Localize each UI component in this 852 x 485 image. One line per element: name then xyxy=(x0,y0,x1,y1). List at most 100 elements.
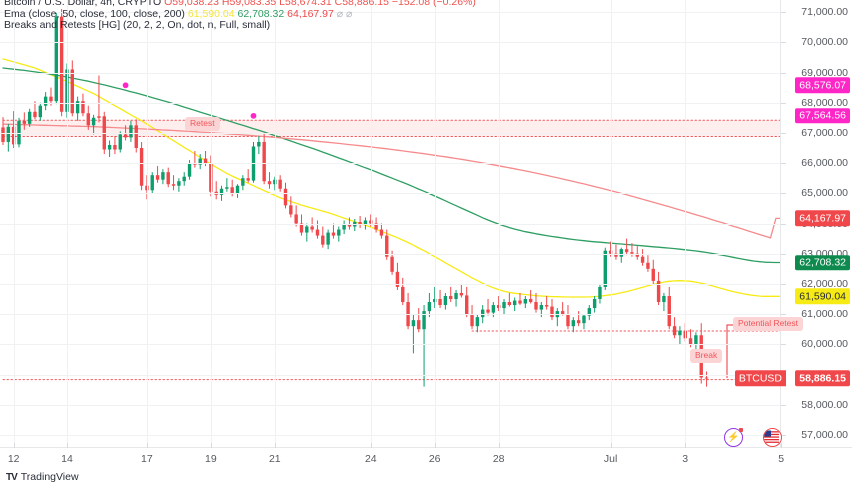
legend-indicator-title: Breaks and Retests [HG] (20, 2, 2, On, d… xyxy=(4,19,271,31)
candle-body xyxy=(571,320,576,327)
candle-body xyxy=(486,309,490,313)
candle-body xyxy=(619,249,623,257)
price-axis-tick xyxy=(781,42,786,44)
candle-body xyxy=(624,249,629,253)
candle-body xyxy=(129,125,133,138)
legend-ema-row[interactable]: Ema (close, 50, close, 100, close, 200) … xyxy=(4,7,476,21)
grid-line-horizontal xyxy=(0,344,780,346)
candle-body xyxy=(107,144,112,150)
candle-body xyxy=(481,309,485,318)
legend-indicator-row[interactable]: Breaks and Retests [HG] (20, 2, 2, On, d… xyxy=(4,19,476,32)
time-axis-tick xyxy=(434,443,436,448)
legend-high-value: 59,083.35 xyxy=(229,0,277,8)
legend-close-label: C xyxy=(334,0,343,8)
grid-line-horizontal xyxy=(0,314,780,316)
legend-open-label: O xyxy=(164,0,173,8)
candle-body xyxy=(203,158,208,164)
time-axis-tick xyxy=(498,443,500,448)
grid-line-horizontal xyxy=(0,404,780,406)
candle-body xyxy=(54,16,58,102)
candle-body xyxy=(198,158,202,165)
sparks-icon[interactable]: ⚡ xyxy=(724,428,743,447)
chart-annotation-potential-retest[interactable]: Potential Retest xyxy=(733,317,804,331)
candle-body xyxy=(550,306,554,318)
candle-body xyxy=(401,286,405,303)
candle-body xyxy=(267,181,272,185)
price-axis[interactable]: 71,000.00 70,000.00 69,000.00 68,000.00 67,0… xyxy=(780,0,852,447)
price-axis-tick xyxy=(781,314,786,316)
candle-body xyxy=(656,280,661,303)
candle-body xyxy=(113,144,117,150)
grid-line-horizontal xyxy=(0,223,780,225)
time-axis-tick xyxy=(13,443,15,448)
legend-ema-extra1: ⌀ xyxy=(336,7,344,20)
candle-body xyxy=(97,116,101,118)
candle-body xyxy=(443,295,448,306)
price-axis-label: 70,000.00 xyxy=(801,36,848,49)
candle-body xyxy=(59,16,64,112)
candle-body xyxy=(502,302,506,309)
price-axis-tick xyxy=(781,72,786,74)
candle-body xyxy=(182,176,186,182)
candle-body xyxy=(694,335,698,345)
price-badge-yellow[interactable]: 61,590.04 xyxy=(795,288,850,305)
price-axis-tick xyxy=(781,253,786,255)
price-axis-label: 71,000.00 xyxy=(801,6,848,19)
price-axis-tick xyxy=(781,132,786,134)
candle-body xyxy=(667,295,671,327)
candle-body xyxy=(81,101,85,114)
candle-body xyxy=(118,134,122,150)
candle-body xyxy=(326,232,330,245)
price-axis-tick xyxy=(781,193,786,195)
candle-body xyxy=(283,188,288,206)
chart-annotation-break[interactable]: Break xyxy=(690,349,723,363)
chart-plot-area[interactable] xyxy=(0,0,780,447)
us-economic-calendar-icon[interactable] xyxy=(763,428,782,447)
time-axis-label: 14 xyxy=(61,453,73,465)
candle-body xyxy=(459,292,464,296)
candle-body xyxy=(337,229,341,236)
time-axis-label: 21 xyxy=(268,453,281,465)
price-axis-label: 58,000.00 xyxy=(801,398,848,411)
candle-body xyxy=(470,314,474,327)
chart-footer: TV TradingView xyxy=(0,469,852,485)
time-axis-tick xyxy=(370,443,372,448)
price-badge-red[interactable]: 64,167.97 xyxy=(795,210,850,227)
candle-body xyxy=(86,113,90,126)
candle-body xyxy=(123,134,128,138)
candle-body xyxy=(11,126,16,145)
chart-annotation-retest[interactable]: Retest xyxy=(185,117,220,131)
candle-body xyxy=(171,184,176,186)
price-badge-magenta[interactable]: 68,576.07 xyxy=(795,77,850,94)
price-badge-price[interactable]: 58,886.15 xyxy=(795,370,850,386)
legend-symbol-row[interactable]: Bitcoin / U.S. Dollar, 4h, CRYPTO O59,03… xyxy=(4,0,476,9)
time-axis[interactable]: 12 14 17 19 21 24 26 28 Jul 3 5 xyxy=(0,443,852,469)
candle-body xyxy=(139,147,144,186)
candle-body xyxy=(70,69,74,114)
price-badge-magenta[interactable]: 67,564.56 xyxy=(795,108,850,124)
candle-body xyxy=(342,225,346,230)
candle-body xyxy=(465,295,469,315)
candle-body xyxy=(422,311,426,330)
price-axis-label: 68,000.00 xyxy=(801,96,848,109)
legend-ema50-value: 61,590.04 xyxy=(187,7,235,20)
time-axis-label: 24 xyxy=(364,453,377,465)
candle-body xyxy=(507,302,512,306)
legend-change-value: −152.08 xyxy=(391,0,431,8)
candle-body xyxy=(289,205,293,215)
candle-body xyxy=(347,225,352,227)
grid-line-horizontal xyxy=(0,253,780,255)
tradingview-logo[interactable]: TV TradingView xyxy=(6,471,79,483)
candle-body xyxy=(518,300,522,304)
candle-body xyxy=(534,302,538,310)
price-badge-green[interactable]: 62,708.32 xyxy=(795,254,850,271)
candle-body xyxy=(262,141,266,182)
candle-body xyxy=(374,223,378,230)
candle-body xyxy=(566,314,570,327)
time-axis-tick xyxy=(610,443,612,448)
crossover-marker xyxy=(121,81,130,90)
grid-line-horizontal xyxy=(0,434,780,436)
candle-body xyxy=(539,305,544,310)
candle-body xyxy=(161,172,165,180)
